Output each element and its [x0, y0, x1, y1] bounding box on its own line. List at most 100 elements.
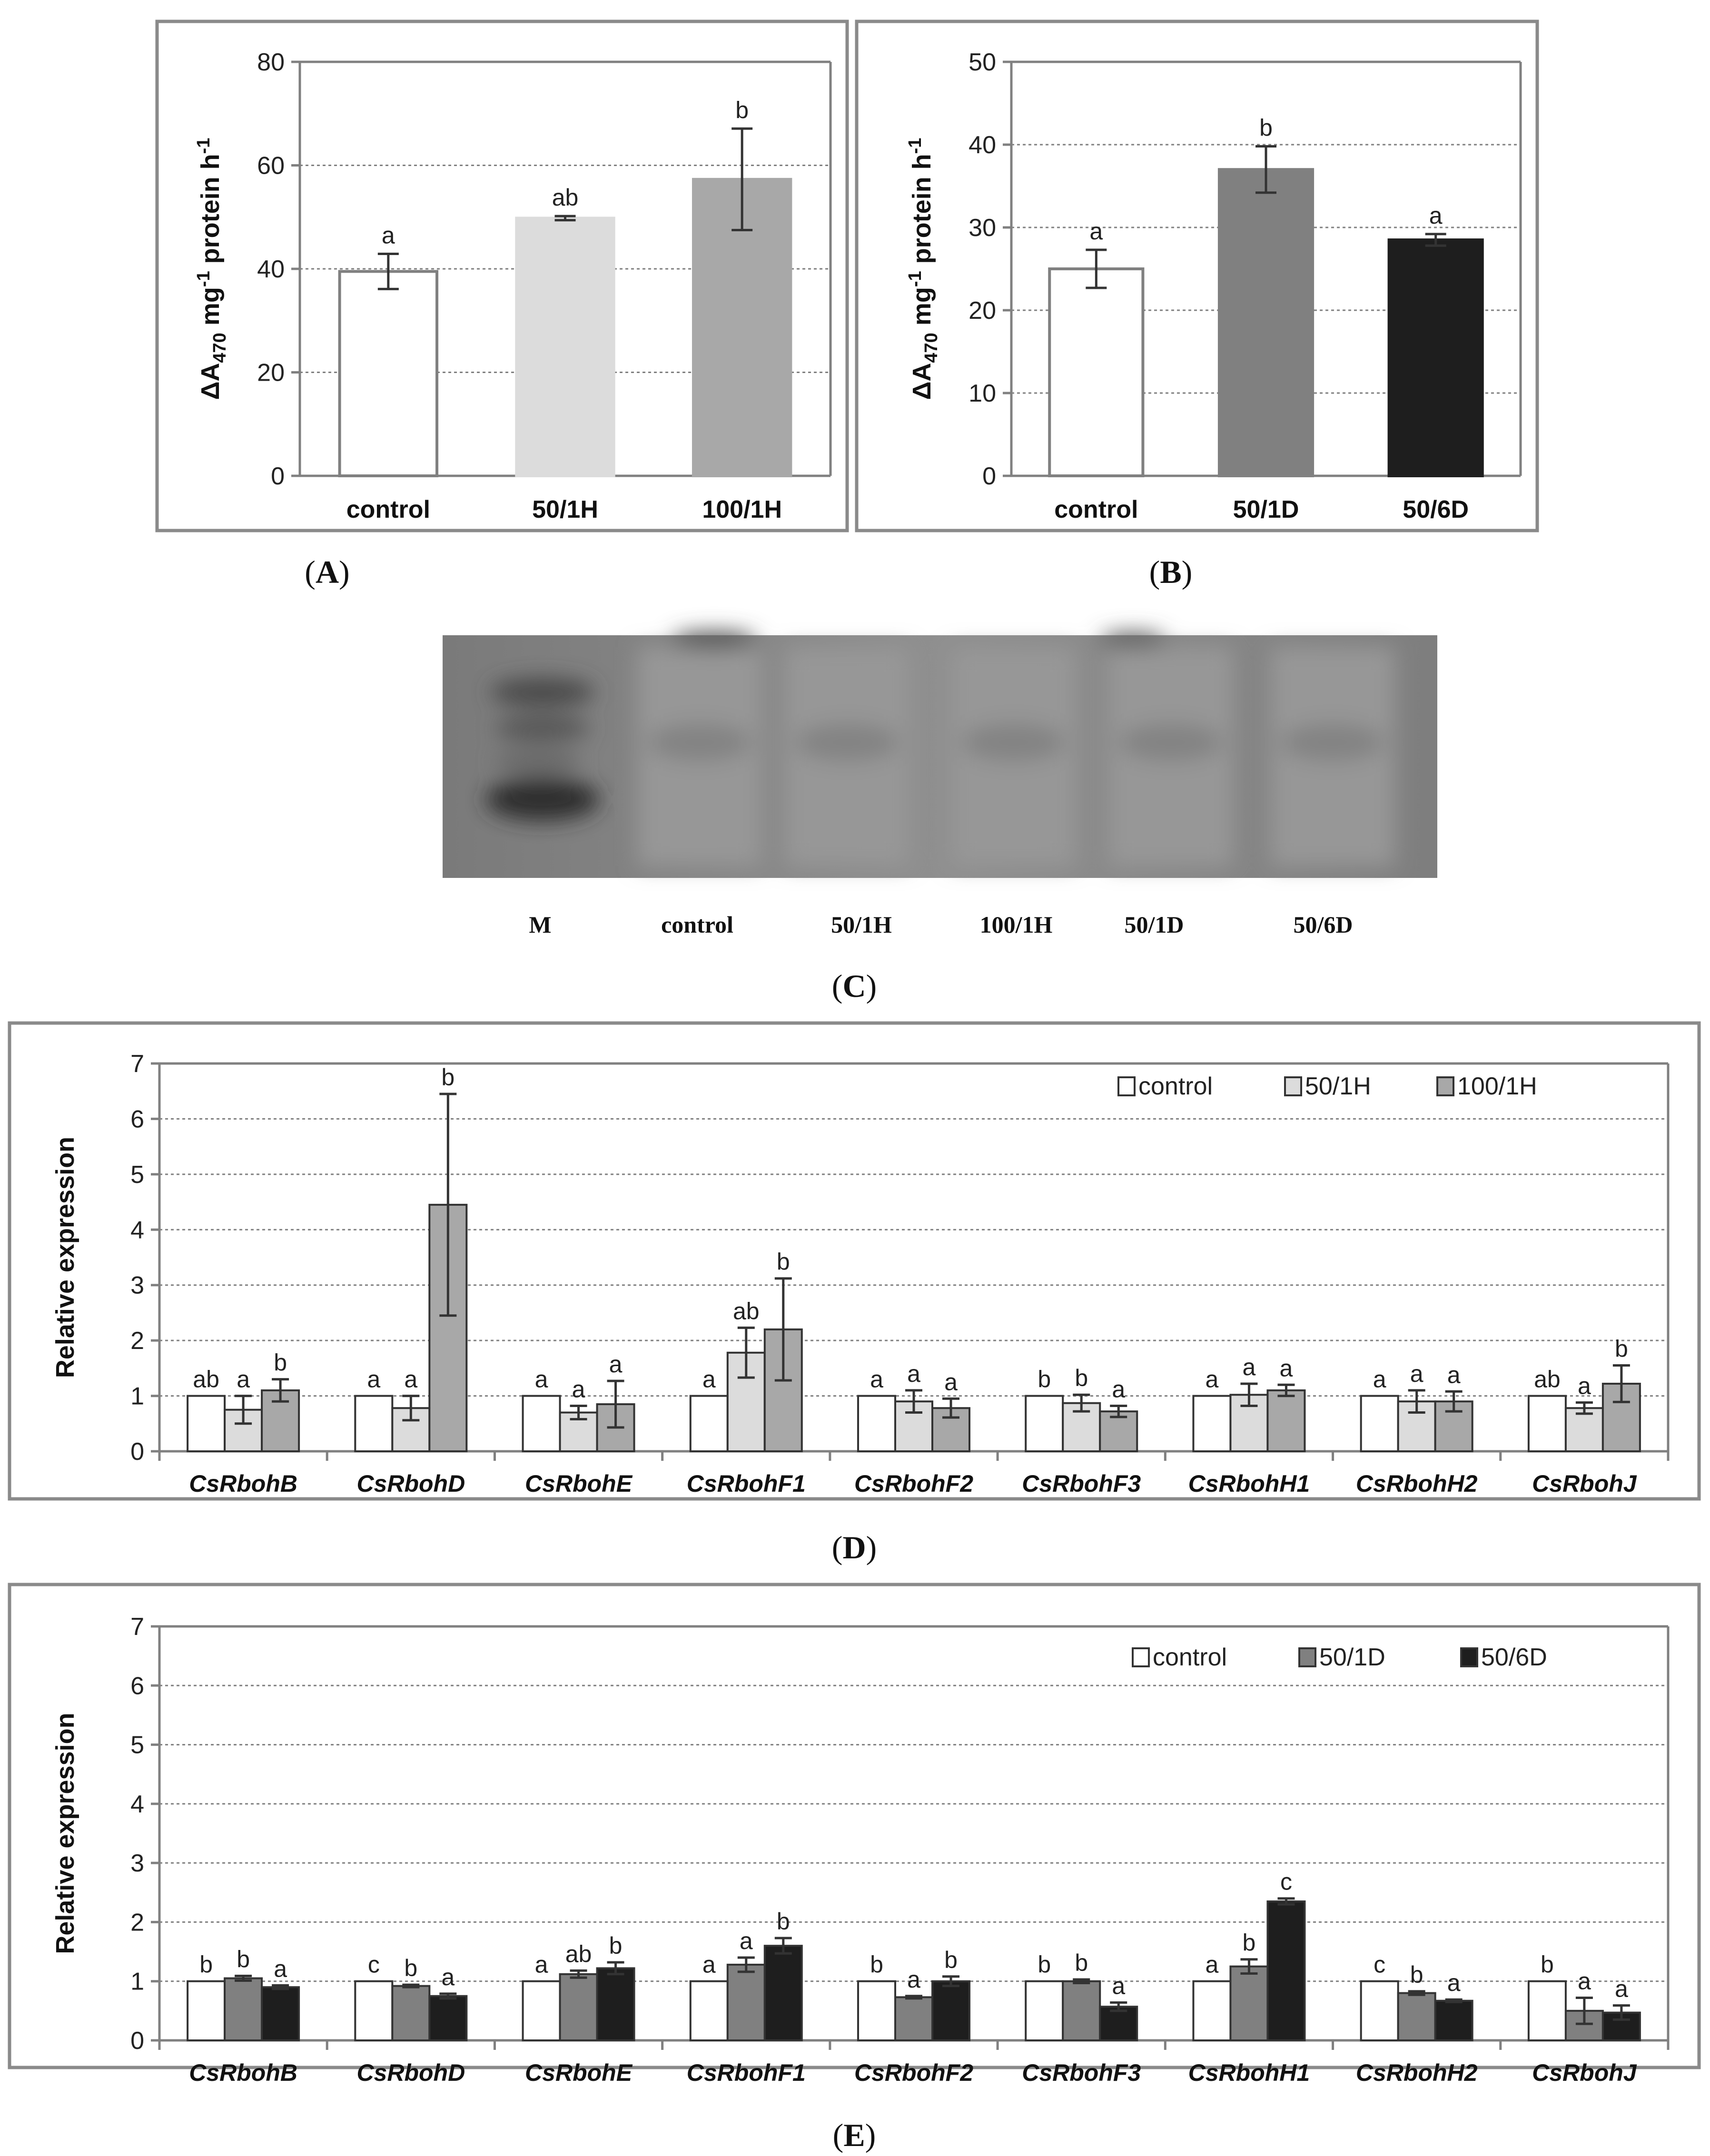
significance-letter: a	[274, 1955, 287, 1982]
y-tick-label: 80	[257, 49, 285, 76]
significance-letter: a	[1578, 1968, 1591, 1995]
x-tick-label: CsRbohJ	[1532, 2059, 1637, 2086]
legend-swatch	[1298, 1647, 1316, 1667]
significance-letter: b	[1259, 114, 1273, 141]
bar	[428, 1995, 468, 2041]
x-tick-label: CsRbohF2	[854, 2059, 973, 2086]
panel-e-frame	[8, 1583, 1701, 2069]
significance-letter: b	[1243, 1930, 1256, 1956]
well-mark	[1099, 632, 1166, 648]
significance-letter: a	[572, 1376, 585, 1403]
x-tick-label: CsRbohF3	[1022, 1470, 1141, 1497]
bar	[689, 1980, 729, 2042]
y-tick-label: 40	[257, 256, 285, 283]
x-tick-label: CsRbohH1	[1188, 2059, 1310, 2086]
chart-b: 0 10 20 30 40 50 a control b 50/1D a 50/6D ΔA470 mg-…	[905, 49, 1522, 590]
gel-lane-label: 100/1H	[980, 911, 1053, 938]
significance-letter: a	[907, 1360, 920, 1387]
legend-label: 50/1D	[1319, 1644, 1385, 1671]
x-tick-label: CsRbohJ	[1532, 1470, 1637, 1497]
significance-letter: ab	[565, 1940, 592, 1967]
significance-letter: a	[1206, 1951, 1219, 1978]
significance-letter: a	[1410, 1360, 1423, 1387]
significance-letter: b	[404, 1955, 417, 1981]
y-tick-label: 0	[271, 463, 285, 490]
gel-lane-label: 50/1D	[1125, 911, 1184, 938]
significance-letter: a	[740, 1928, 753, 1954]
significance-letter: b	[1038, 1951, 1051, 1978]
significance-letter: a	[1089, 218, 1103, 245]
significance-letter: a	[404, 1366, 417, 1393]
y-axis-label: ΔA470 mg-1 protein h-1	[905, 138, 941, 400]
x-tick-label: CsRbohD	[356, 2059, 465, 2086]
bar	[1266, 1389, 1306, 1452]
bar	[522, 1980, 561, 2042]
marker-band	[495, 716, 590, 740]
bar	[1217, 168, 1315, 477]
significance-letter: a	[1112, 1376, 1125, 1403]
marker-band	[490, 678, 595, 707]
marker-band	[495, 747, 581, 776]
y-tick-label: 6	[130, 1105, 144, 1133]
y-tick-label: 6	[130, 1672, 144, 1700]
gel-lane-label: 50/1H	[831, 911, 892, 938]
significance-letter: c	[1374, 1951, 1385, 1978]
gel-lane-label: M	[529, 911, 551, 938]
significance-letter: b	[199, 1951, 213, 1978]
bar	[763, 1945, 803, 2041]
legend-swatch	[1117, 1076, 1136, 1096]
sample-band	[795, 723, 899, 761]
sample-band	[647, 723, 752, 761]
x-tick-label: CsRbohF3	[1022, 2059, 1141, 2086]
y-tick-label: 30	[969, 214, 996, 242]
bar	[559, 1973, 598, 2041]
y-tick-label: 5	[130, 1732, 144, 1759]
bar	[187, 1980, 226, 2042]
bar	[931, 1980, 970, 2042]
legend-label: 100/1H	[1457, 1073, 1537, 1100]
significance-letter: a	[441, 1964, 455, 1990]
y-tick-label: 60	[257, 152, 285, 180]
y-tick-label: 4	[130, 1791, 144, 1818]
significance-letter: a	[1447, 1361, 1461, 1388]
bar	[522, 1395, 561, 1453]
x-tick-label: CsRbohH2	[1356, 2059, 1478, 2086]
bar	[354, 1395, 394, 1453]
y-tick-label: 2	[130, 1909, 144, 1936]
bar	[338, 270, 439, 477]
y-tick-label: 0	[130, 2027, 144, 2055]
bar	[857, 1980, 896, 2042]
significance-letter: b	[1541, 1951, 1554, 1978]
significance-letter: a	[907, 1966, 920, 1993]
y-tick-label: 50	[969, 49, 996, 76]
panel-a-frame	[155, 20, 849, 532]
x-tick-label: 50/6D	[1403, 496, 1469, 523]
bar	[224, 1977, 263, 2041]
significance-letter: a	[870, 1366, 883, 1393]
sample-band	[961, 723, 1066, 761]
significance-letter: a	[1280, 1355, 1293, 1381]
panel-caption: (A)	[305, 554, 349, 590]
significance-letter: a	[609, 1351, 623, 1378]
significance-letter: ab	[1534, 1366, 1561, 1393]
well-mark	[671, 631, 757, 649]
significance-letter: b	[870, 1951, 883, 1978]
significance-letter: a	[1429, 202, 1443, 229]
y-tick-label: 1	[130, 1968, 144, 1996]
sample-band	[1118, 723, 1223, 761]
bar	[1025, 1395, 1064, 1453]
y-tick-label: 40	[969, 131, 996, 159]
significance-letter: a	[382, 222, 395, 248]
significance-letter: c	[368, 1951, 380, 1978]
bar	[1527, 1980, 1567, 2042]
y-tick-label: 1	[130, 1383, 144, 1410]
bar	[1192, 1395, 1232, 1453]
y-tick-label: 10	[969, 380, 996, 407]
bar	[894, 1996, 933, 2042]
bar	[1434, 1999, 1473, 2041]
gel-lane-label: 50/6D	[1294, 911, 1353, 938]
bar	[261, 1986, 300, 2042]
